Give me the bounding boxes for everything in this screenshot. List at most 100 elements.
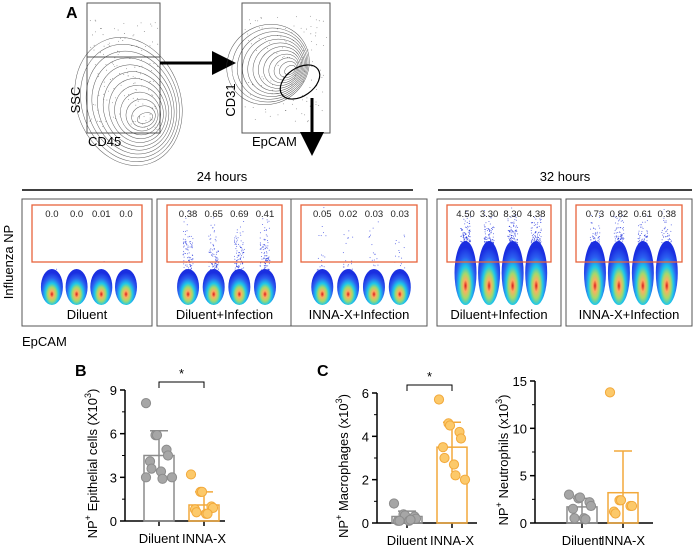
event-dot bbox=[311, 79, 312, 81]
np-positive-event bbox=[372, 252, 374, 254]
np-positive-event bbox=[641, 232, 643, 234]
np-positive-event bbox=[517, 242, 519, 244]
significance-star: * bbox=[427, 369, 432, 384]
np-positive-event bbox=[183, 256, 185, 258]
event-dot bbox=[309, 105, 311, 107]
event-dot bbox=[106, 99, 108, 101]
y-axis-label: NP+ Neutrophils (x103) bbox=[494, 395, 511, 526]
np-positive-event bbox=[619, 238, 621, 240]
np-positive-event bbox=[265, 266, 267, 268]
np-positive-event bbox=[342, 252, 344, 254]
np-positive-event bbox=[531, 234, 533, 236]
np-positive-event bbox=[234, 269, 236, 271]
np-positive-event bbox=[670, 230, 672, 232]
gate-percentage: 0.73 bbox=[586, 209, 605, 220]
np-positive-event bbox=[540, 218, 542, 220]
gating-plot-cd45-ssc bbox=[74, 2, 183, 166]
np-positive-event bbox=[515, 217, 517, 219]
np-positive-event bbox=[186, 224, 188, 226]
np-positive-event bbox=[670, 224, 672, 226]
np-positive-event bbox=[507, 235, 509, 237]
gate-percentage: 0.05 bbox=[313, 209, 332, 220]
np-positive-event bbox=[398, 256, 400, 258]
np-positive-event bbox=[590, 222, 592, 224]
np-positive-event bbox=[640, 226, 642, 228]
np-positive-event bbox=[618, 238, 620, 240]
np-positive-event bbox=[319, 266, 321, 268]
np-positive-event bbox=[264, 257, 266, 259]
gating-plot-epcam-cd31 bbox=[226, 2, 331, 134]
np-positive-event bbox=[646, 220, 648, 222]
np-positive-event bbox=[374, 265, 376, 267]
np-positive-event bbox=[535, 231, 537, 233]
np-positive-event bbox=[242, 251, 244, 253]
np-positive-event bbox=[210, 252, 212, 254]
np-positive-event bbox=[510, 230, 512, 232]
np-positive-event bbox=[464, 237, 466, 239]
np-positive-event bbox=[510, 222, 512, 224]
event-dot bbox=[155, 107, 156, 109]
np-positive-event bbox=[466, 210, 468, 212]
np-positive-event bbox=[403, 234, 405, 236]
np-positive-event bbox=[235, 252, 237, 254]
np-positive-event bbox=[183, 263, 185, 265]
np-positive-event bbox=[324, 256, 326, 258]
event-dot bbox=[282, 103, 284, 105]
event-dot bbox=[268, 42, 270, 44]
event-dot bbox=[151, 25, 153, 27]
x-tick-label: INNA-X bbox=[182, 531, 226, 546]
event-dot bbox=[114, 66, 116, 68]
np-positive-event bbox=[469, 241, 471, 243]
event-dot bbox=[138, 118, 140, 120]
event-dot bbox=[119, 113, 121, 115]
event-dot bbox=[291, 32, 293, 34]
event-dot bbox=[254, 20, 256, 22]
contour-line bbox=[242, 35, 306, 97]
np-positive-event bbox=[263, 257, 265, 259]
density-blob bbox=[501, 241, 524, 305]
np-positive-event bbox=[488, 221, 490, 223]
contour-line bbox=[80, 44, 180, 162]
np-positive-event bbox=[188, 256, 190, 258]
np-positive-event bbox=[485, 241, 487, 243]
gate-percentage: 0.03 bbox=[391, 209, 410, 220]
np-positive-event bbox=[187, 245, 189, 247]
np-positive-event bbox=[267, 259, 269, 261]
ssc-axis-label: SSC bbox=[68, 87, 83, 114]
event-dot bbox=[301, 45, 303, 47]
np-positive-event bbox=[637, 237, 639, 239]
np-positive-event bbox=[264, 227, 266, 229]
np-positive-event bbox=[268, 249, 270, 251]
np-positive-event bbox=[613, 216, 615, 218]
np-positive-event bbox=[239, 245, 241, 247]
density-blob bbox=[583, 241, 606, 305]
np-positive-event bbox=[345, 260, 347, 262]
event-dot bbox=[149, 63, 151, 65]
event-dot bbox=[250, 23, 251, 25]
np-positive-event bbox=[466, 228, 468, 230]
np-positive-event bbox=[463, 237, 465, 239]
timepoint-32h-label: 32 hours bbox=[540, 169, 591, 184]
np-positive-event bbox=[489, 228, 491, 230]
np-positive-event bbox=[239, 253, 241, 255]
np-positive-event bbox=[540, 221, 542, 223]
np-positive-event bbox=[466, 221, 468, 223]
event-dot bbox=[315, 89, 317, 91]
event-dot bbox=[140, 79, 142, 81]
panel-label: B bbox=[75, 363, 87, 380]
event-dot bbox=[99, 121, 101, 123]
np-positive-event bbox=[264, 239, 266, 241]
event-dot bbox=[306, 100, 308, 102]
np-positive-event bbox=[538, 225, 540, 227]
np-positive-event bbox=[534, 239, 536, 241]
event-dot bbox=[257, 20, 259, 22]
event-dot bbox=[248, 40, 249, 41]
contour-line bbox=[231, 27, 309, 103]
data-point bbox=[580, 514, 591, 525]
np-positive-event bbox=[214, 262, 216, 264]
np-positive-event bbox=[508, 231, 510, 233]
np-positive-event bbox=[515, 226, 517, 228]
event-dot bbox=[119, 37, 121, 39]
np-positive-event bbox=[216, 264, 218, 266]
event-dot bbox=[132, 97, 134, 99]
